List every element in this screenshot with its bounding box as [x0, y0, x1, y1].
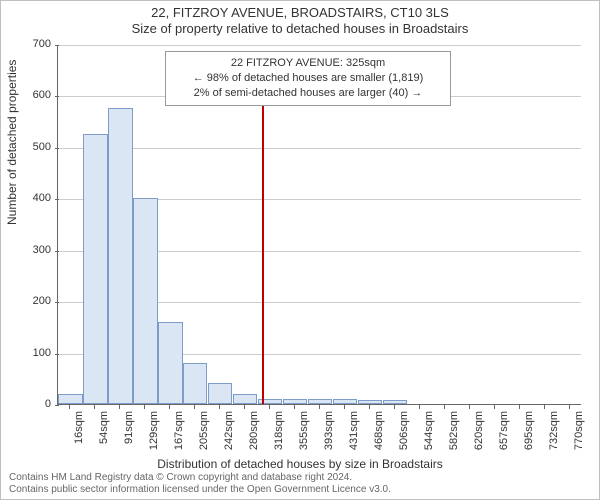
histogram-bar [83, 134, 107, 404]
x-tick-mark [269, 405, 270, 409]
y-tick-label: 300 [17, 244, 51, 256]
grid-line [58, 148, 581, 149]
histogram-bar [383, 400, 407, 404]
grid-line [58, 45, 581, 46]
y-tick-mark [55, 45, 59, 46]
x-tick-label: 129sqm [148, 411, 160, 461]
y-tick-mark [55, 354, 59, 355]
histogram-bar [308, 399, 332, 404]
x-tick-label: 393sqm [323, 411, 335, 461]
x-tick-label: 16sqm [73, 411, 85, 461]
chart-title-line1: 22, FITZROY AVENUE, BROADSTAIRS, CT10 3L… [1, 5, 599, 20]
histogram-bar [158, 322, 182, 404]
x-tick-mark [394, 405, 395, 409]
x-tick-mark [219, 405, 220, 409]
x-tick-label: 695sqm [523, 411, 535, 461]
y-tick-label: 200 [17, 295, 51, 307]
x-tick-mark [319, 405, 320, 409]
x-tick-mark [194, 405, 195, 409]
histogram-bar [58, 394, 82, 404]
x-tick-mark [444, 405, 445, 409]
x-tick-mark [569, 405, 570, 409]
y-tick-mark [55, 251, 59, 252]
x-tick-label: 732sqm [548, 411, 560, 461]
x-tick-label: 468sqm [373, 411, 385, 461]
x-tick-label: 657sqm [498, 411, 510, 461]
y-tick-label: 500 [17, 141, 51, 153]
y-tick-mark [55, 96, 59, 97]
x-tick-mark [69, 405, 70, 409]
y-tick-label: 600 [17, 89, 51, 101]
x-tick-label: 91sqm [123, 411, 135, 461]
marker-legend: 22 FITZROY AVENUE: 325sqm ← 98% of detac… [165, 51, 451, 106]
x-tick-label: 167sqm [173, 411, 185, 461]
footer-attribution: Contains HM Land Registry data © Crown c… [9, 472, 391, 496]
histogram-bar [208, 383, 232, 404]
x-tick-label: 242sqm [223, 411, 235, 461]
x-tick-mark [169, 405, 170, 409]
footer-line-1: Contains HM Land Registry data © Crown c… [9, 472, 391, 484]
x-tick-label: 506sqm [398, 411, 410, 461]
histogram-bar [108, 108, 132, 404]
x-tick-mark [144, 405, 145, 409]
x-tick-label: 544sqm [423, 411, 435, 461]
histogram-bar [333, 399, 357, 404]
histogram-bar [183, 363, 207, 404]
x-tick-label: 54sqm [98, 411, 110, 461]
x-tick-label: 431sqm [348, 411, 360, 461]
x-tick-mark [419, 405, 420, 409]
legend-line-3: 2% of semi-detached houses are larger (4… [173, 86, 443, 101]
legend-line-2: ← 98% of detached houses are smaller (1,… [173, 71, 443, 86]
x-tick-label: 355sqm [298, 411, 310, 461]
x-tick-mark [544, 405, 545, 409]
x-tick-label: 620sqm [473, 411, 485, 461]
x-tick-mark [494, 405, 495, 409]
x-axis-label: Distribution of detached houses by size … [1, 457, 599, 471]
x-tick-label: 582sqm [448, 411, 460, 461]
y-tick-label: 0 [17, 398, 51, 410]
x-tick-mark [94, 405, 95, 409]
x-tick-mark [469, 405, 470, 409]
x-tick-mark [119, 405, 120, 409]
y-tick-mark [55, 405, 59, 406]
chart-container: 22, FITZROY AVENUE, BROADSTAIRS, CT10 3L… [0, 0, 600, 500]
x-tick-label: 205sqm [198, 411, 210, 461]
y-tick-label: 700 [17, 38, 51, 50]
x-tick-label: 770sqm [573, 411, 585, 461]
chart-title-line2: Size of property relative to detached ho… [1, 21, 599, 36]
x-tick-mark [244, 405, 245, 409]
histogram-bar [358, 400, 382, 404]
x-tick-mark [519, 405, 520, 409]
y-tick-mark [55, 302, 59, 303]
histogram-bar [283, 399, 307, 404]
y-tick-label: 400 [17, 192, 51, 204]
footer-line-2: Contains public sector information licen… [9, 484, 391, 496]
histogram-bar [133, 198, 157, 404]
histogram-bar [233, 394, 257, 404]
x-tick-label: 280sqm [248, 411, 260, 461]
y-tick-label: 100 [17, 347, 51, 359]
y-tick-mark [55, 199, 59, 200]
legend-line-1: 22 FITZROY AVENUE: 325sqm [173, 56, 443, 71]
x-tick-mark [294, 405, 295, 409]
y-tick-mark [55, 148, 59, 149]
x-tick-label: 318sqm [273, 411, 285, 461]
x-tick-mark [344, 405, 345, 409]
x-tick-mark [369, 405, 370, 409]
